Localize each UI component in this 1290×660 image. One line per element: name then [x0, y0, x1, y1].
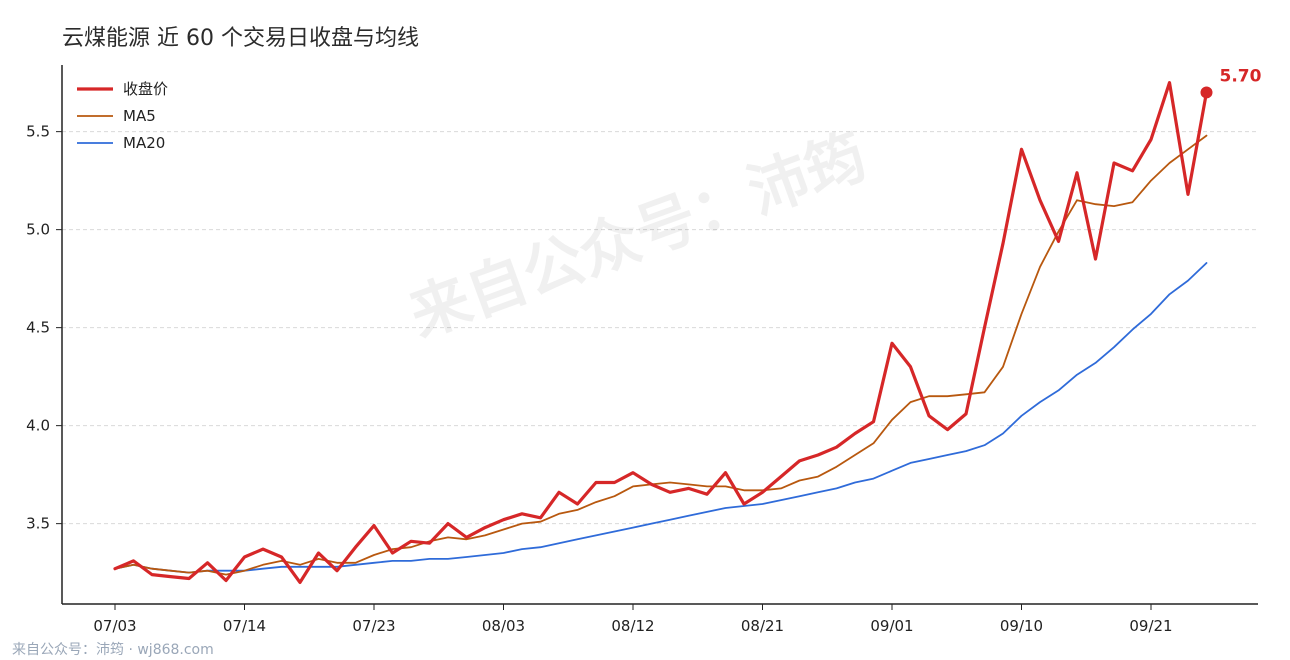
- series-line-ma20: [114, 262, 1208, 574]
- last-point-marker: [1200, 86, 1213, 99]
- y-tick-label: 4.0: [26, 417, 50, 435]
- x-tick-label: 07/23: [352, 617, 395, 635]
- legend: 收盘价 MA5 MA20: [77, 80, 168, 152]
- legend-label: MA20: [123, 134, 165, 152]
- x-tick-label: 08/03: [482, 617, 525, 635]
- series-line-ma5: [114, 134, 1208, 576]
- axes: 3.5 4.0 4.5 5.0 5.5 07/03 07/14 07/23 08/03 08/12…: [26, 65, 1258, 635]
- x-tick-label: 07/03: [93, 617, 136, 635]
- legend-label: 收盘价: [123, 80, 168, 98]
- x-tick-label: 07/14: [223, 617, 266, 635]
- marks: 5.70: [1200, 66, 1262, 99]
- x-tick-label: 09/10: [1000, 617, 1043, 635]
- series-group: [113, 80, 1209, 585]
- series-line-close: [113, 80, 1209, 585]
- source-footer: 来自公众号：沛筠 · wj868.com: [12, 641, 214, 658]
- last-value-label: 5.70: [1220, 66, 1262, 86]
- y-tick-label: 3.5: [26, 515, 50, 533]
- x-tick-label: 08/21: [741, 617, 784, 635]
- y-tick-label: 5.5: [26, 123, 50, 141]
- chart-title: 云煤能源 近 60 个交易日收盘与均线: [62, 26, 419, 51]
- x-tick-label: 08/12: [611, 617, 654, 635]
- legend-label: MA5: [123, 107, 156, 125]
- watermark: 来自公众号：沛筠: [401, 121, 876, 351]
- x-tick-label: 09/21: [1129, 617, 1172, 635]
- y-tick-label: 4.5: [26, 319, 50, 337]
- x-tick-label: 09/01: [870, 617, 913, 635]
- y-tick-label: 5.0: [26, 221, 50, 239]
